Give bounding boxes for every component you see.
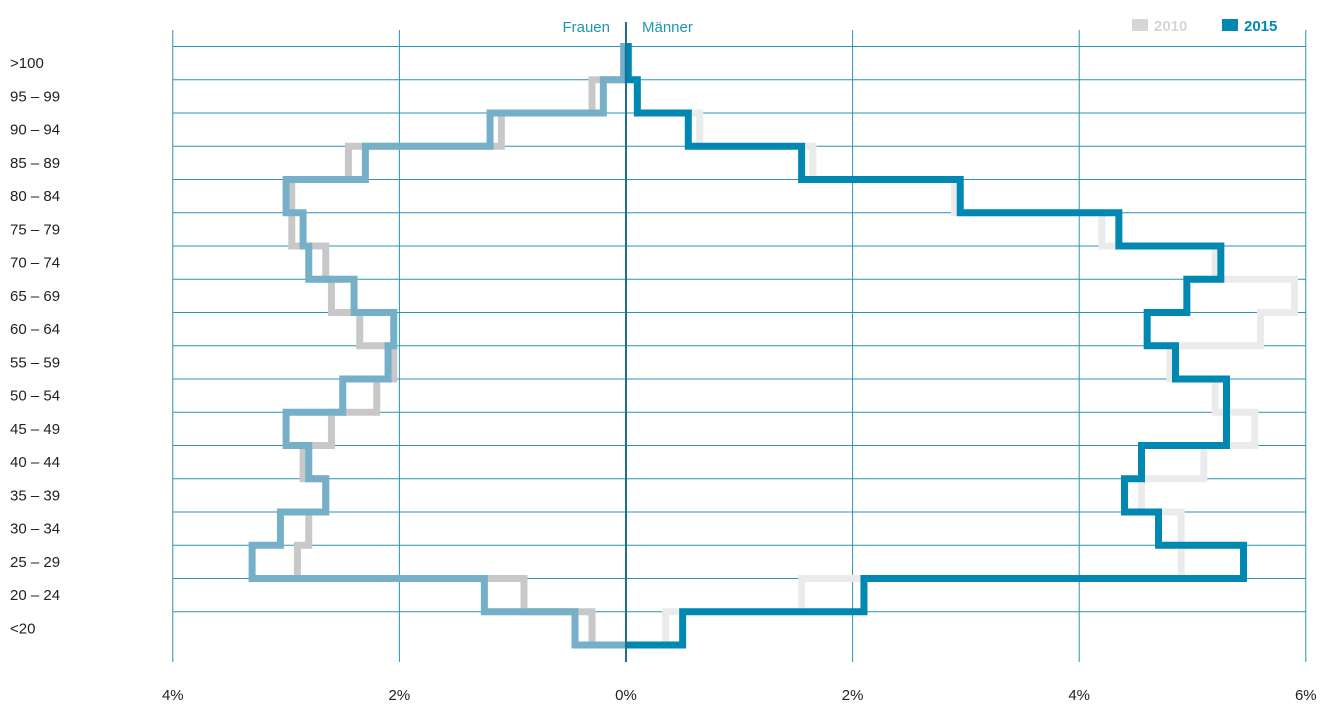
age-group-label: 30 – 34 [10, 521, 60, 538]
male-side-label: Männer [642, 19, 693, 36]
series-layer [248, 43, 1298, 649]
y-axis-labels: <20 20 – 24 25 – 29 30 – 34 35 – 39 40 – 44 45… [10, 55, 60, 637]
age-group-label: 85 – 89 [10, 155, 60, 172]
age-group-label: 35 – 39 [10, 487, 60, 504]
legend-label-2015: 2015 [1244, 18, 1277, 35]
legend: 2010 2015 [1132, 18, 1277, 35]
legend-swatch-2015 [1222, 19, 1238, 31]
age-group-label: 65 – 69 [10, 288, 60, 305]
age-group-label: 80 – 84 [10, 188, 60, 205]
age-group-label: <20 [10, 620, 35, 637]
female-side-label: Frauen [562, 19, 610, 36]
x-tick-label: 6% [1295, 687, 1317, 704]
age-group-label: 25 – 29 [10, 554, 60, 571]
age-group-label: 20 – 24 [10, 587, 60, 604]
age-group-label: 60 – 64 [10, 321, 60, 338]
age-group-label: 55 – 59 [10, 354, 60, 371]
age-group-label: 40 – 44 [10, 454, 60, 471]
grid-lines [172, 30, 1307, 662]
age-group-label: 90 – 94 [10, 122, 60, 139]
x-tick-label: 2% [842, 687, 864, 704]
legend-swatch-2010 [1132, 19, 1148, 31]
age-group-label: 45 – 49 [10, 421, 60, 438]
x-tick-label: 0% [615, 687, 637, 704]
age-group-label: >100 [10, 55, 44, 72]
x-tick-label: 4% [162, 687, 184, 704]
age-group-label: 70 – 74 [10, 255, 60, 272]
series-2015-male-line [624, 43, 1247, 649]
series-2015-female-line [248, 43, 628, 649]
age-group-label: 75 – 79 [10, 221, 60, 238]
x-tick-label: 4% [1068, 687, 1090, 704]
x-axis-ticks: 4% 2% 0% 2% 4% 6% [162, 687, 1317, 704]
age-group-label: 95 – 99 [10, 88, 60, 105]
legend-label-2010: 2010 [1154, 18, 1187, 35]
x-tick-label: 2% [389, 687, 411, 704]
age-group-label: 50 – 54 [10, 388, 60, 405]
